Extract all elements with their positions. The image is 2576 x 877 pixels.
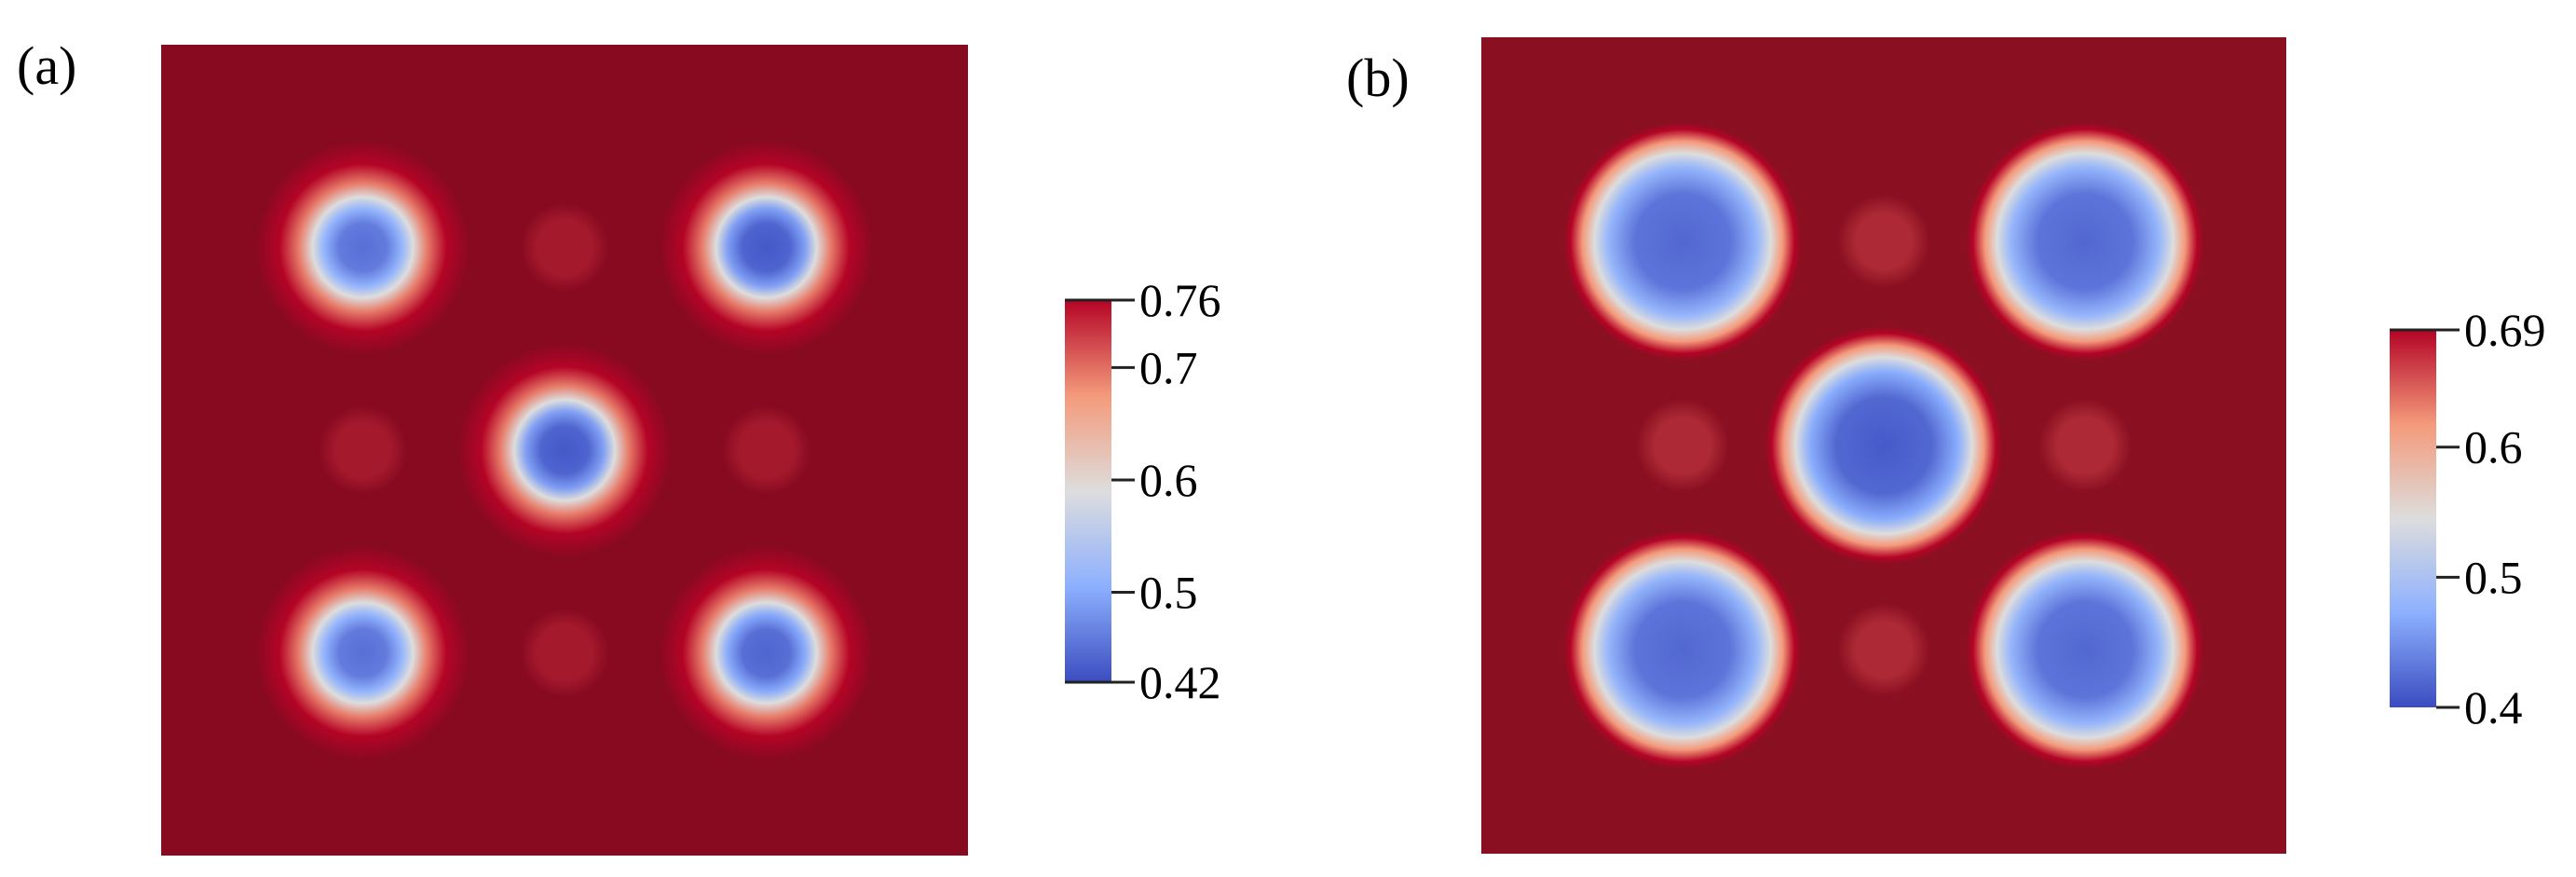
colorbar-gradient (1065, 300, 1111, 682)
colorbar-tick-label: 0.6 (2464, 421, 2523, 473)
panel-label: (b) (1346, 48, 1410, 108)
faint-spot-mark (721, 405, 811, 495)
droplet-mark (1563, 530, 1802, 769)
faint-spot-mark (520, 202, 609, 293)
droplet-mark (659, 140, 874, 355)
droplet-mark (255, 140, 470, 355)
faint-spot-mark (1636, 399, 1729, 492)
faint-spot-mark (2038, 399, 2132, 492)
colorbar-tick-label: 0.4 (2464, 681, 2523, 733)
droplet-mark (1966, 530, 2204, 769)
faint-spot-mark (1837, 195, 1930, 288)
droplet-mark (659, 545, 874, 761)
panel-a: (a) 0.76 0.7 0.6 0.5 0.42 (17, 35, 1221, 856)
droplet-mark (255, 545, 470, 761)
panel-label: (a) (17, 35, 76, 96)
droplet-mark (1765, 326, 2003, 565)
droplet-mark (1966, 122, 2204, 361)
panel-b: (b) 0.69 0.6 0.5 0.4 (1346, 37, 2546, 854)
colorbar-tick-label: 0.6 (1139, 454, 1198, 506)
colorbar-tick-label: 0.69 (2464, 304, 2546, 356)
colorbar-gradient (2390, 330, 2436, 707)
colorbar-tick-label: 0.42 (1139, 656, 1221, 708)
faint-spot-mark (318, 405, 408, 495)
colorbar-tick-label: 0.5 (1139, 567, 1198, 619)
colorbar-tick-label: 0.76 (1139, 274, 1221, 326)
droplet-mark (1563, 122, 1802, 361)
droplet-mark (457, 343, 672, 557)
colorbar-tick-label: 0.7 (1139, 341, 1198, 393)
faint-spot-mark (1837, 603, 1930, 696)
colorbar-tick-label: 0.5 (2464, 551, 2523, 603)
colorbar: 0.69 0.6 0.5 0.4 (2390, 304, 2546, 733)
colorbar: 0.76 0.7 0.6 0.5 0.42 (1065, 274, 1221, 708)
faint-spot-mark (520, 608, 609, 698)
